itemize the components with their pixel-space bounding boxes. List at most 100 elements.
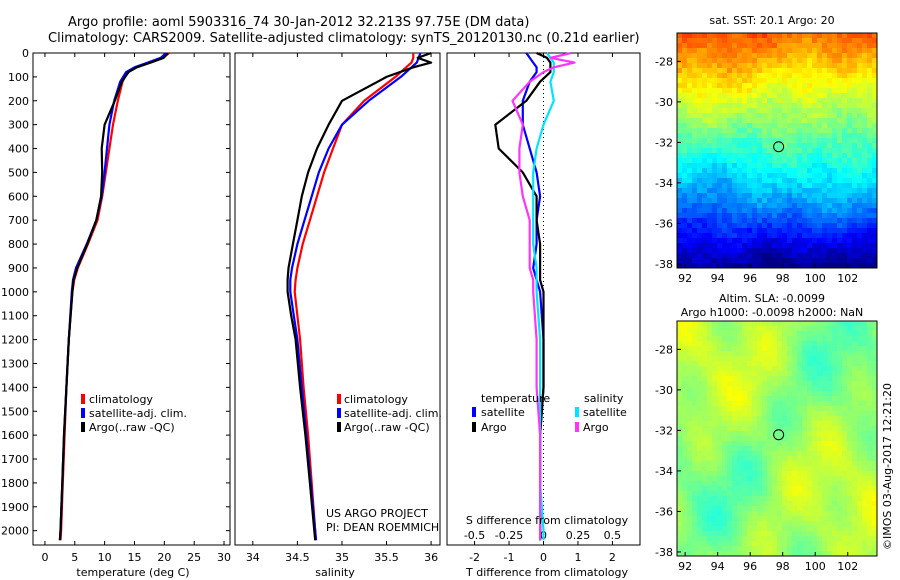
- heatmap-cell: [772, 163, 777, 168]
- heatmap-cell: [872, 396, 877, 401]
- heatmap-cell: [812, 98, 817, 103]
- heatmap-cell: [802, 128, 807, 133]
- heatmap-cell: [732, 83, 737, 88]
- heatmap-cell: [847, 53, 852, 58]
- heatmap-cell: [777, 471, 782, 476]
- heatmap-cell: [722, 386, 727, 391]
- heatmap-cell: [797, 431, 802, 436]
- heatmap-cell: [867, 53, 872, 58]
- heatmap-cell: [797, 143, 802, 148]
- heatmap-cell: [822, 411, 827, 416]
- heatmap-cell: [762, 78, 767, 83]
- heatmap-cell: [692, 511, 697, 516]
- heatmap-cell: [727, 446, 732, 451]
- heatmap-cell: [797, 158, 802, 163]
- heatmap-cell: [792, 486, 797, 491]
- heatmap-cell: [727, 243, 732, 248]
- heatmap-cell: [862, 143, 867, 148]
- heatmap-cell: [802, 441, 807, 446]
- heatmap-cell: [732, 113, 737, 118]
- heatmap-cell: [692, 113, 697, 118]
- heatmap-cell: [787, 516, 792, 521]
- heatmap-cell: [762, 341, 767, 346]
- heatmap-cell: [812, 436, 817, 441]
- heatmap-cell: [682, 133, 687, 138]
- heatmap-cell: [732, 471, 737, 476]
- heatmap-cell: [757, 68, 762, 73]
- heatmap-cell: [822, 73, 827, 78]
- heatmap-cell: [767, 168, 772, 173]
- heatmap-cell: [787, 228, 792, 233]
- heatmap-cell: [792, 506, 797, 511]
- heatmap-cell: [837, 253, 842, 258]
- heatmap-cell: [847, 331, 852, 336]
- heatmap-cell: [802, 376, 807, 381]
- heatmap-cell: [742, 536, 747, 541]
- heatmap-cell: [742, 526, 747, 531]
- heatmap-cell: [767, 371, 772, 376]
- heatmap-cell: [867, 203, 872, 208]
- heatmap-cell: [772, 456, 777, 461]
- heatmap-cell: [752, 491, 757, 496]
- heatmap-cell: [707, 336, 712, 341]
- heatmap-cell: [747, 466, 752, 471]
- heatmap-cell: [857, 203, 862, 208]
- heatmap-cell: [722, 326, 727, 331]
- heatmap-cell: [812, 133, 817, 138]
- heatmap-cell: [842, 63, 847, 68]
- heatmap-cell: [757, 63, 762, 68]
- heatmap-cell: [707, 371, 712, 376]
- heatmap-cell: [712, 138, 717, 143]
- sst-map-panel: 92 94 96 98 100 102-28-30-32-34-36-38: [655, 32, 878, 285]
- heatmap-cell: [777, 496, 782, 501]
- heatmap-cell: [687, 396, 692, 401]
- heatmap-cell: [797, 511, 802, 516]
- heatmap-cell: [792, 63, 797, 68]
- heatmap-cell: [752, 451, 757, 456]
- heatmap-cell: [822, 93, 827, 98]
- heatmap-cell: [722, 73, 727, 78]
- heatmap-cell: [702, 73, 707, 78]
- heatmap-cell: [862, 411, 867, 416]
- heatmap-cell: [842, 536, 847, 541]
- heatmap-cell: [772, 496, 777, 501]
- heatmap-cell: [852, 48, 857, 53]
- heatmap-cell: [842, 491, 847, 496]
- heatmap-cell: [737, 163, 742, 168]
- heatmap-cell: [702, 48, 707, 53]
- heatmap-cell: [782, 68, 787, 73]
- heatmap-cell: [692, 376, 697, 381]
- heatmap-cell: [727, 48, 732, 53]
- heatmap-cell: [767, 496, 772, 501]
- heatmap-cell: [832, 158, 837, 163]
- heatmap-cell: [797, 531, 802, 536]
- heatmap-cell: [682, 258, 687, 263]
- heatmap-cell: [872, 416, 877, 421]
- heatmap-cell: [837, 198, 842, 203]
- heatmap-cell: [737, 496, 742, 501]
- heatmap-cell: [817, 451, 822, 456]
- heatmap-cell: [832, 506, 837, 511]
- heatmap-cell: [762, 228, 767, 233]
- heatmap-cell: [727, 546, 732, 551]
- heatmap-cell: [812, 421, 817, 426]
- heatmap-cell: [702, 506, 707, 511]
- heatmap-cell: [852, 88, 857, 93]
- heatmap-cell: [787, 153, 792, 158]
- heatmap-cell: [717, 208, 722, 213]
- heatmap-cell: [787, 436, 792, 441]
- heatmap-cell: [682, 48, 687, 53]
- heatmap-cell: [742, 546, 747, 551]
- heatmap-cell: [752, 78, 757, 83]
- heatmap-cell: [822, 243, 827, 248]
- heatmap-cell: [742, 253, 747, 258]
- heatmap-cell: [737, 128, 742, 133]
- heatmap-cell: [787, 356, 792, 361]
- heatmap-cell: [817, 541, 822, 546]
- heatmap-cell: [792, 481, 797, 486]
- heatmap-cell: [797, 98, 802, 103]
- heatmap-cell: [692, 93, 697, 98]
- top-x-tick-label: -0.25: [495, 529, 523, 542]
- heatmap-cell: [802, 258, 807, 263]
- heatmap-cell: [807, 481, 812, 486]
